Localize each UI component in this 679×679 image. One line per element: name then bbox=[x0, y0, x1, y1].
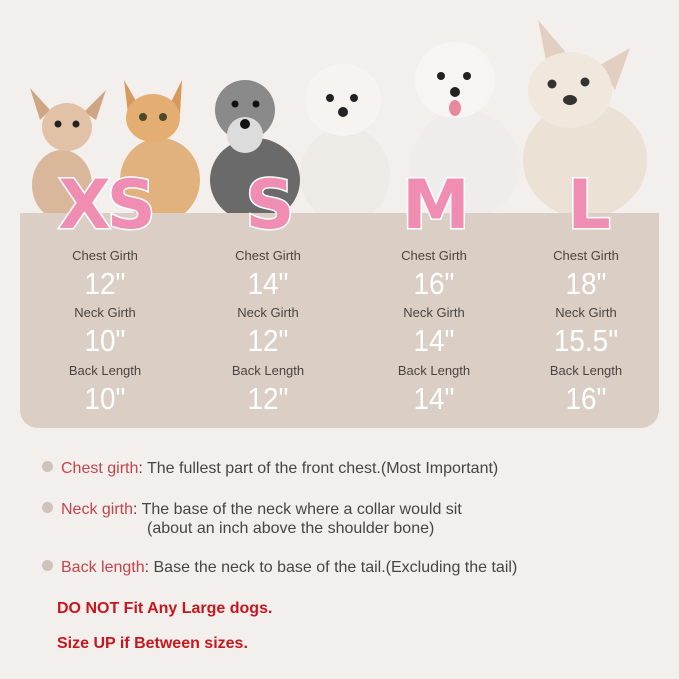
size-label: L bbox=[566, 165, 612, 247]
neck-girth-label: Neck Girth bbox=[74, 305, 136, 320]
back-length-value: 14" bbox=[413, 381, 455, 416]
neck-girth-value: 15.5" bbox=[553, 323, 619, 358]
note-term: Back length bbox=[61, 559, 145, 576]
back-length-value: 12" bbox=[247, 381, 289, 416]
bullet-dot-icon bbox=[42, 461, 53, 472]
chest-girth-value: 12" bbox=[84, 266, 126, 301]
chest-girth-value: 16" bbox=[413, 266, 455, 301]
chest-girth-value: 18" bbox=[565, 266, 607, 301]
size-label: S bbox=[244, 165, 296, 247]
neck-girth-value: 12" bbox=[247, 323, 289, 358]
size-label: XS bbox=[57, 165, 157, 247]
back-length-label: Back Length bbox=[231, 363, 305, 378]
note-text: : The base of the neck where a collar wo… bbox=[133, 501, 462, 518]
pets-photo bbox=[30, 20, 647, 215]
note-continuation: (about an inch above the shoulder bone) bbox=[147, 520, 435, 537]
back-length-value: 16" bbox=[565, 381, 607, 416]
schnauzer-image bbox=[210, 80, 300, 215]
french-bulldog-image bbox=[523, 20, 647, 215]
bullet-dot-icon bbox=[42, 502, 53, 513]
warning-large-dogs: DO NOT Fit Any Large dogs. bbox=[57, 600, 273, 617]
bullet-dot-icon bbox=[42, 560, 53, 571]
white-terrier-image bbox=[410, 42, 520, 215]
note-chest-girth: Chest girth: The fullest part of the fro… bbox=[42, 460, 498, 478]
neck-girth-label: Neck Girth bbox=[237, 305, 299, 320]
chest-girth-label: Chest Girth bbox=[235, 248, 301, 263]
neck-girth-label: Neck Girth bbox=[555, 305, 617, 320]
chest-girth-label: Chest Girth bbox=[401, 248, 467, 263]
size-table-panel bbox=[20, 213, 659, 428]
chest-girth-label: Chest Girth bbox=[72, 248, 138, 263]
note-text: : Base the neck to base of the tail.(Exc… bbox=[144, 559, 518, 576]
size-label: M bbox=[401, 165, 472, 247]
neck-girth-value: 14" bbox=[413, 323, 455, 358]
back-length-label: Back Length bbox=[549, 363, 623, 378]
back-length-value: 10" bbox=[84, 381, 126, 416]
note-term: Chest girth bbox=[61, 460, 139, 477]
maltese-image bbox=[300, 64, 390, 215]
neck-girth-value: 10" bbox=[84, 323, 126, 358]
chihuahua-image bbox=[30, 88, 106, 215]
neck-girth-label: Neck Girth bbox=[403, 305, 465, 320]
chest-girth-value: 14" bbox=[247, 266, 289, 301]
note-back-length: Back length: Base the neck to base of th… bbox=[42, 559, 517, 577]
back-length-label: Back Length bbox=[68, 363, 142, 378]
warning-size-up: Size UP if Between sizes. bbox=[57, 635, 248, 652]
note-term: Neck girth bbox=[61, 501, 134, 518]
note-neck-girth: Neck girth: The base of the neck where a… bbox=[42, 501, 462, 519]
back-length-label: Back Length bbox=[397, 363, 471, 378]
orange-cat-image bbox=[120, 80, 200, 215]
note-text: : The fullest part of the front chest.(M… bbox=[138, 460, 499, 477]
chest-girth-label: Chest Girth bbox=[553, 248, 619, 263]
